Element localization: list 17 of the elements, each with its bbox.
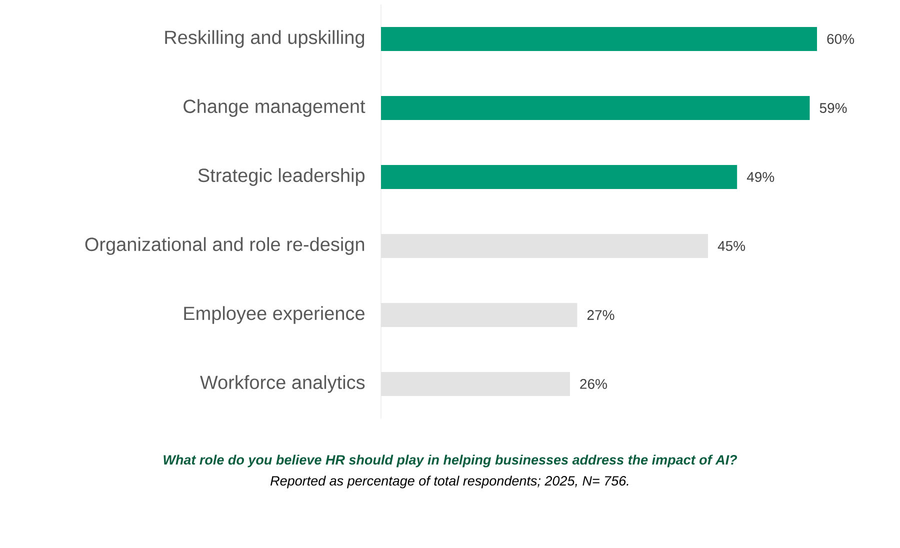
y-tick-label: Strategic leadership (198, 168, 365, 186)
data-label: 59% (820, 103, 847, 113)
y-tick-label: Employee experience (184, 306, 364, 324)
data-label: 26% (580, 379, 607, 389)
bar (381, 164, 738, 189)
data-label: 60% (827, 34, 854, 44)
y-tick-label: Reskilling and upskilling (165, 30, 364, 48)
data-label: 45% (718, 241, 746, 251)
bar (381, 96, 810, 120)
data-label: 49% (746, 172, 774, 182)
y-tick-label: Change management (184, 99, 366, 117)
data-label: 27% (587, 310, 614, 320)
text: Reported as percentage of total respondents; 2025, N= 756. (270, 476, 628, 488)
bar (381, 26, 818, 51)
text: What role do you believe HR should play in helping businesses address the impact of AI? (164, 454, 738, 468)
y-tick-label: Organizational and role re-design (85, 237, 364, 255)
y-tick-label: Workforce analytics (200, 375, 365, 393)
